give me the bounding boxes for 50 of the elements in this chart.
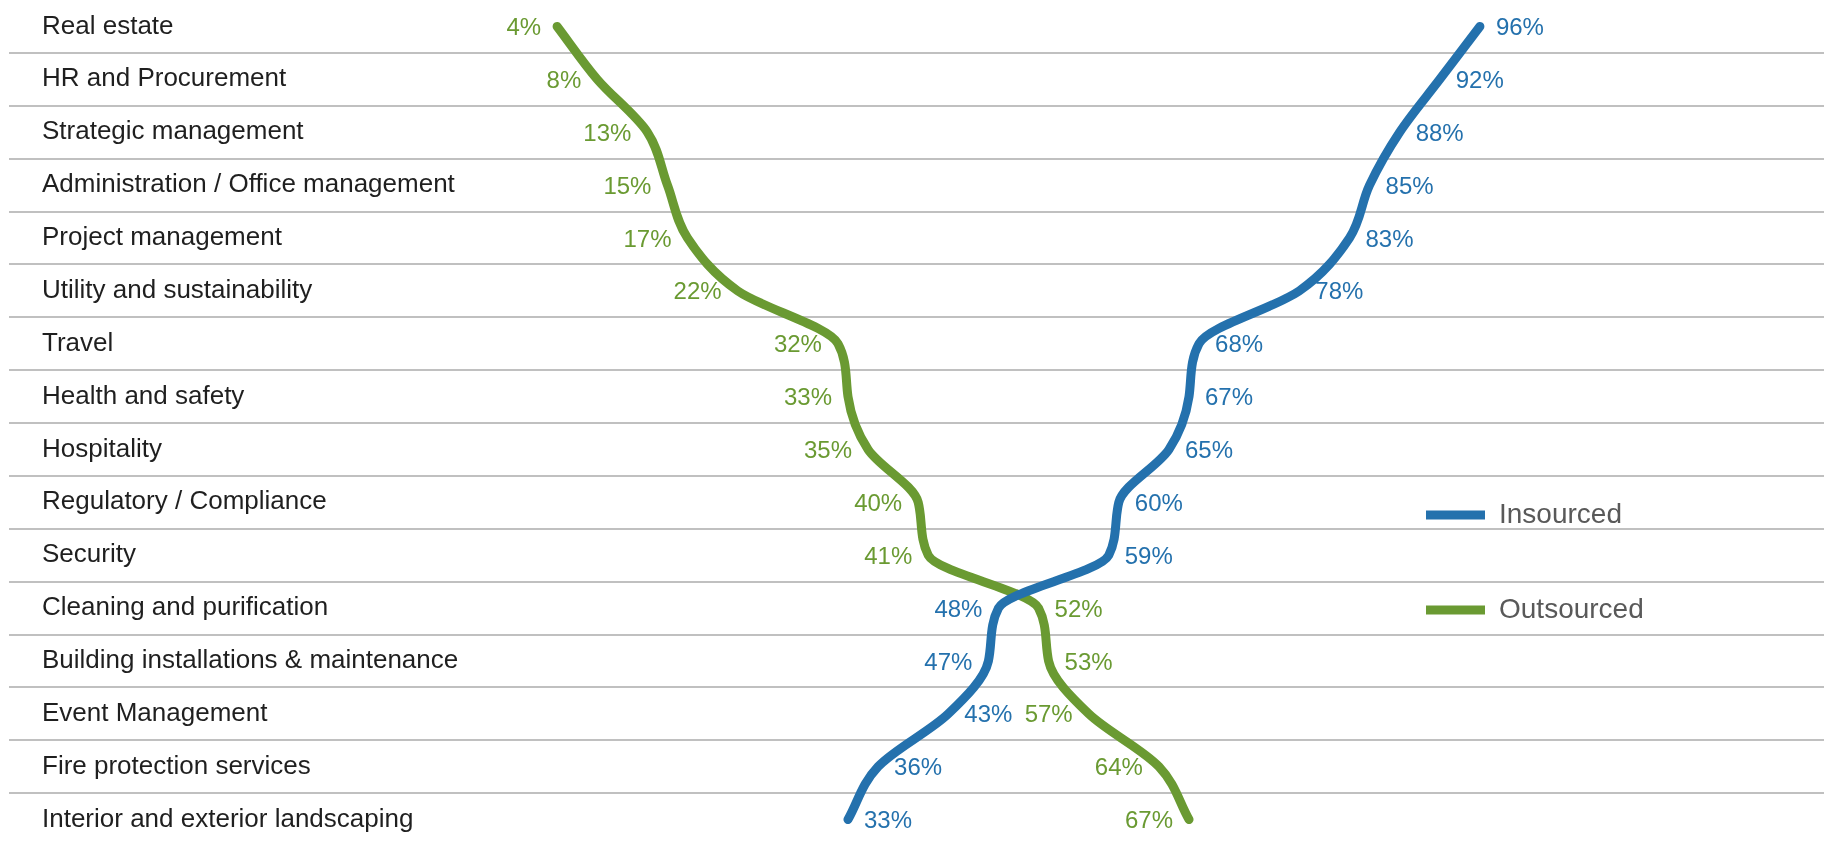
data-label: 83% <box>1365 224 1414 252</box>
legend-label: Insourced <box>1499 497 1622 529</box>
y-tick-label: Security <box>42 538 136 569</box>
y-tick-label: Cleaning and purification <box>42 591 329 622</box>
y-tick-label: Regulatory / Compliance <box>42 485 327 516</box>
data-label: 15% <box>603 171 652 199</box>
data-label: 22% <box>673 277 722 305</box>
data-label: 41% <box>864 541 913 569</box>
data-label: 57% <box>1024 700 1073 728</box>
data-label: 32% <box>773 330 822 358</box>
legend-label: Outsourced <box>1499 592 1644 624</box>
data-label: 47% <box>924 647 973 675</box>
y-tick-label: Utility and sustainability <box>42 273 313 304</box>
y-tick-label: Interior and exterior landscaping <box>42 802 414 833</box>
data-label: 52% <box>1054 594 1103 622</box>
data-label: 64% <box>1094 753 1143 781</box>
y-tick-label: Real estate <box>42 9 174 40</box>
data-label: 59% <box>1124 541 1173 569</box>
data-label: 96% <box>1495 13 1544 41</box>
data-label: 4% <box>506 13 542 41</box>
data-label: 40% <box>854 488 903 516</box>
data-label: 65% <box>1184 436 1233 464</box>
data-label: 67% <box>1124 806 1174 834</box>
y-tick-label: Building installations & maintenance <box>42 644 459 675</box>
data-label: 67% <box>1205 383 1254 411</box>
data-label: 60% <box>1134 488 1183 516</box>
data-label: 48% <box>934 594 983 622</box>
y-tick-label: Strategic management <box>42 115 305 146</box>
y-tick-label: HR and Procurement <box>42 62 287 93</box>
data-label: 33% <box>863 806 913 834</box>
data-label: 43% <box>964 700 1013 728</box>
y-tick-label: Event Management <box>42 696 269 727</box>
data-label: 35% <box>804 436 853 464</box>
data-label: 53% <box>1064 647 1113 675</box>
data-label: 13% <box>583 118 632 146</box>
y-tick-label: Fire protection services <box>42 749 311 780</box>
y-tick-label: Hospitality <box>42 432 162 463</box>
data-label: 92% <box>1455 65 1504 93</box>
y-tick-label: Administration / Office management <box>42 168 456 199</box>
data-label: 85% <box>1385 171 1434 199</box>
data-label: 8% <box>546 65 582 93</box>
data-label: 68% <box>1215 330 1264 358</box>
data-label: 17% <box>623 224 672 252</box>
y-tick-label: Project management <box>42 221 283 252</box>
data-label: 88% <box>1415 118 1464 146</box>
data-label: 36% <box>894 753 943 781</box>
data-label: 78% <box>1315 277 1364 305</box>
y-tick-label: Travel <box>42 326 114 357</box>
y-tick-label: Health and safety <box>42 379 245 410</box>
data-label: 33% <box>783 383 832 411</box>
